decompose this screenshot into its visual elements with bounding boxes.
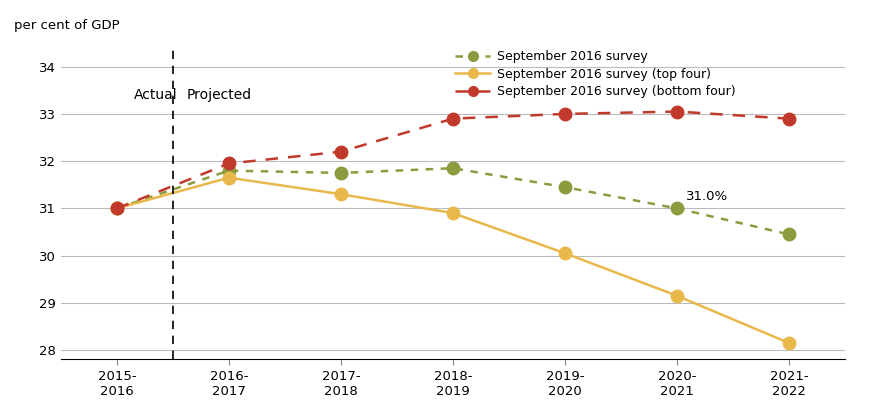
Legend: September 2016 survey, September 2016 survey (top four), September 2016 survey (: September 2016 survey, September 2016 su…	[456, 50, 735, 98]
Text: Actual: Actual	[134, 88, 178, 102]
Text: per cent of GDP: per cent of GDP	[14, 18, 119, 32]
Text: Projected: Projected	[186, 88, 252, 102]
Text: 31.0%: 31.0%	[685, 190, 728, 203]
